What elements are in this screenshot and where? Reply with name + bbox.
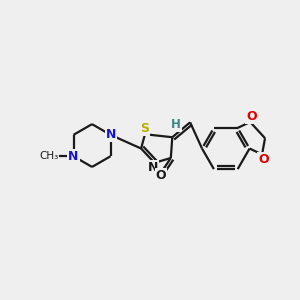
Text: O: O [258, 153, 269, 166]
Text: N: N [148, 161, 158, 174]
Text: O: O [156, 169, 166, 182]
Text: N: N [106, 128, 116, 141]
Text: CH₃: CH₃ [39, 151, 58, 161]
Text: S: S [140, 122, 149, 135]
Text: H: H [171, 118, 181, 131]
Text: N: N [68, 150, 79, 163]
Text: O: O [246, 110, 257, 123]
